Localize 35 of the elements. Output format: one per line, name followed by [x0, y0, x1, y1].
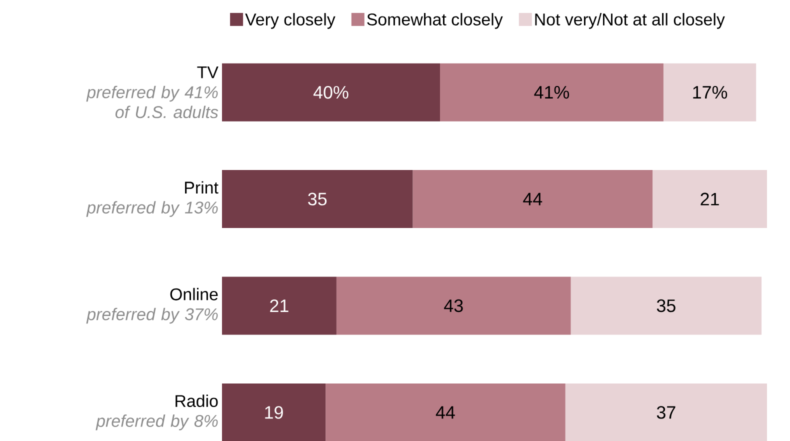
bar [440, 63, 664, 122]
data-label: 37 [656, 406, 676, 419]
bar [565, 383, 768, 441]
bar [652, 170, 768, 228]
bar [222, 383, 326, 441]
data-label: 19 [265, 406, 283, 419]
text: preferred by 13% [86, 201, 218, 217]
data-label: 40% [313, 86, 348, 99]
text: preferred by 8% [96, 414, 218, 430]
data-label: 17% [693, 86, 728, 99]
bar [222, 276, 336, 335]
legend-label: Somewhat closely [367, 13, 503, 29]
data-label: 41% [534, 86, 570, 99]
bar [663, 63, 756, 122]
data-label: 44 [523, 192, 542, 206]
legend-label: Not very/Not at all closely [535, 13, 725, 29]
text: preferred by 37% [86, 308, 218, 324]
y-tick-label: Radio [176, 394, 218, 408]
y-tick-label: Print [185, 181, 218, 194]
data-label: 43 [444, 299, 463, 312]
y-tick-label: TV [197, 66, 218, 78]
bar [222, 63, 440, 122]
data-label: 44 [436, 406, 455, 419]
legend-label: Very closely [245, 13, 336, 29]
bar [412, 170, 653, 228]
data-label: 35 [308, 192, 327, 206]
data-label: 21 [270, 299, 288, 312]
y-tick-label: Online [170, 288, 218, 300]
data-label: 35 [656, 299, 676, 312]
text: preferred by 41% of U.S. adults [86, 86, 218, 118]
bar [570, 276, 762, 335]
data-label: 21 [700, 192, 719, 206]
bar [336, 276, 571, 335]
bar [326, 383, 566, 441]
bar [222, 170, 413, 228]
